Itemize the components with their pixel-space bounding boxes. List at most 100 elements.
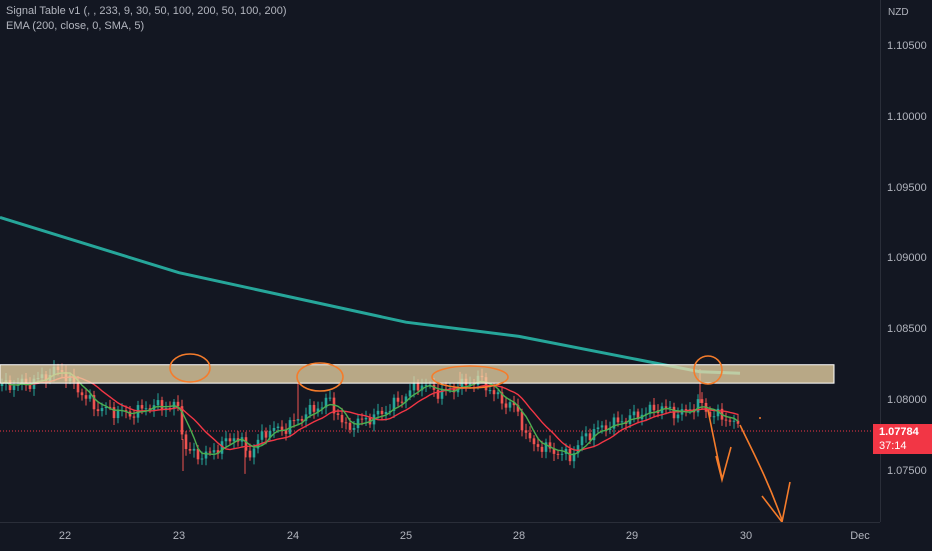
candle-body [416, 382, 420, 391]
candle-body [572, 453, 576, 462]
candle-body [92, 395, 96, 410]
candle-body [648, 404, 652, 414]
candle-body [88, 395, 92, 399]
candle-body [360, 418, 364, 420]
candle-body [548, 442, 552, 449]
candle-body [604, 425, 608, 430]
ma-fast-line [1, 372, 739, 456]
candle-body [208, 451, 212, 453]
time-tick: 28 [512, 530, 526, 542]
candle-body [596, 427, 600, 430]
candle-body [616, 417, 620, 423]
candle-body [712, 416, 716, 418]
candle-body [96, 409, 100, 412]
candle-body [516, 405, 520, 412]
candle-body [260, 431, 264, 440]
candle-body [524, 430, 528, 433]
annotation-arrow [739, 424, 791, 524]
candle-body [364, 417, 368, 420]
candle-body [252, 448, 256, 458]
candle-body [272, 427, 276, 431]
candle-body [188, 449, 192, 451]
candle-body [732, 420, 736, 422]
candle-body [440, 388, 444, 399]
candle-body [344, 422, 348, 424]
time-tick: 23 [172, 530, 186, 542]
candle-body [304, 414, 308, 421]
candle-body [324, 397, 328, 408]
candle-body [336, 413, 340, 415]
candle-body [292, 420, 296, 422]
candle-body [444, 388, 448, 390]
candle-body [28, 384, 32, 389]
candle-body [584, 433, 588, 437]
time-tick: 29 [625, 530, 639, 542]
candle-body [328, 397, 332, 399]
candle-body [80, 392, 84, 396]
indicator-label-ema[interactable]: EMA (200, close, 0, SMA, 5) [6, 20, 145, 32]
candle-body [232, 438, 236, 442]
candle-body [396, 397, 400, 402]
candle-body [592, 429, 596, 441]
price-chart[interactable] [0, 0, 880, 524]
candle-body [312, 404, 316, 412]
price-tick: 1.08500 [887, 323, 927, 335]
candle-body [132, 416, 136, 418]
resistance-zone [0, 364, 835, 384]
candle-body [424, 384, 428, 386]
candle-body [724, 419, 728, 421]
candle-body [352, 428, 356, 430]
annotation-circle [169, 353, 211, 383]
candle-body [380, 410, 384, 415]
candle-body [284, 429, 288, 434]
ema200-line [0, 215, 741, 375]
candle-body [392, 397, 396, 411]
candle-body [384, 411, 388, 415]
candle-body [588, 433, 592, 441]
candle-body [340, 414, 344, 423]
candle-body [700, 399, 704, 403]
candle-body [184, 434, 188, 450]
annotation-circle [296, 362, 344, 392]
candle-body [468, 383, 472, 386]
annotation-circle [693, 355, 723, 385]
candle-body [664, 406, 668, 408]
chart-area[interactable]: Signal Table v1 (, , 233, 9, 30, 50, 100… [0, 0, 880, 524]
candle-body [668, 406, 672, 408]
candle-body [496, 392, 500, 395]
candle-body [620, 421, 624, 423]
candle-body [504, 403, 508, 408]
candle-body [728, 420, 732, 422]
candle-body [456, 388, 460, 393]
candle-body [104, 406, 108, 409]
candle-body [436, 389, 440, 399]
candle-body [316, 408, 320, 412]
candle-body [560, 453, 564, 455]
candle-body [676, 414, 680, 419]
price-tick: 1.10000 [887, 111, 927, 123]
annotation-dot [759, 417, 761, 419]
candle-body [204, 451, 208, 459]
candle-body [308, 404, 312, 415]
candle-body [460, 378, 464, 389]
candle-body [276, 426, 280, 428]
candle-body [576, 445, 580, 454]
candle-body [536, 444, 540, 447]
candle-body [320, 407, 324, 409]
time-tick: 24 [286, 530, 300, 542]
candle-body [408, 390, 412, 397]
candle-body [708, 411, 712, 417]
indicator-label-signal-table[interactable]: Signal Table v1 (, , 233, 9, 30, 50, 100… [6, 5, 287, 17]
candle-body [508, 402, 512, 408]
candle-body [220, 441, 224, 454]
candle-body [484, 377, 488, 391]
candle-body [300, 419, 304, 421]
candle-body [736, 420, 740, 424]
candle-body [356, 418, 360, 429]
time-axis[interactable]: 22 23 24 25 28 29 30 Dec [0, 522, 880, 551]
candle-body [520, 411, 524, 431]
candle-body [216, 450, 220, 454]
candle-body [228, 438, 232, 442]
candle-body [488, 390, 492, 392]
candle-body [156, 400, 160, 406]
